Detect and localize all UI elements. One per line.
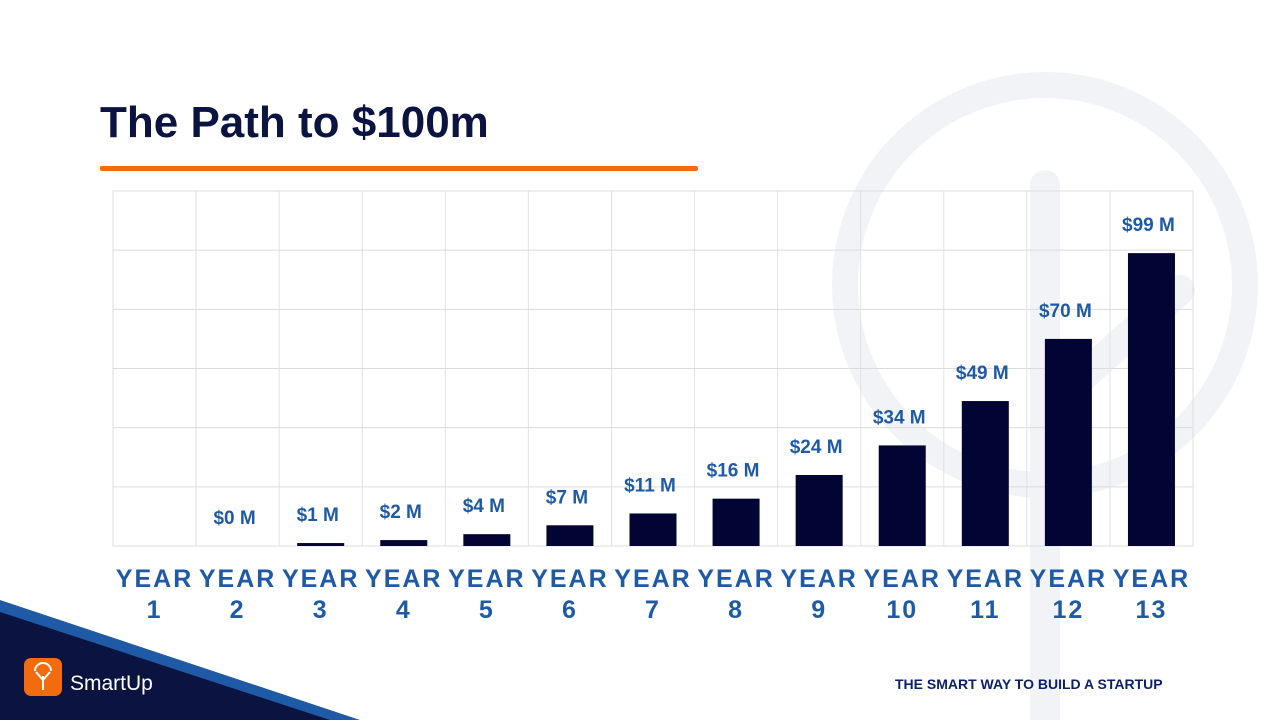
bar: [961, 401, 1009, 546]
bar: [629, 513, 677, 546]
logo-text: SmartUp: [70, 672, 153, 695]
x-tick-label: YEAR 13: [1112, 565, 1191, 624]
value-label: $0 M: [213, 508, 255, 529]
value-label: $49 M: [956, 363, 1009, 384]
value-label: $70 M: [1039, 301, 1092, 322]
x-tick-label: YEAR 10: [863, 565, 941, 624]
bar: [878, 445, 926, 546]
value-label: $4 M: [463, 496, 505, 517]
x-tick-label: YEAR 7: [614, 565, 692, 624]
title-rule: [100, 166, 698, 171]
bar: [463, 534, 511, 546]
value-label: $34 M: [873, 407, 926, 428]
x-tick-label: YEAR 5: [448, 565, 526, 624]
x-tick-label: YEAR 11: [946, 565, 1025, 624]
bar: [1127, 253, 1175, 546]
bar: [712, 498, 760, 546]
bar: [1044, 338, 1092, 546]
value-label: $7 M: [546, 487, 588, 508]
value-label: $1 M: [297, 505, 339, 526]
bar: [546, 525, 594, 546]
value-label: $99 M: [1122, 215, 1175, 236]
x-tick-label: YEAR 6: [531, 565, 609, 624]
x-tick-label: YEAR 4: [365, 565, 443, 624]
x-tick-label: YEAR 3: [281, 565, 360, 624]
tagline: THE SMART WAY TO BUILD A STARTUP: [895, 676, 1163, 692]
value-label: $11 M: [624, 475, 676, 496]
value-label: $2 M: [380, 502, 422, 523]
slide-title: The Path to $100m: [100, 98, 489, 147]
x-tick-label: YEAR 8: [697, 565, 775, 624]
value-label: $24 M: [790, 437, 843, 458]
x-tick-label: YEAR 12: [1029, 565, 1108, 624]
bar: [795, 475, 843, 546]
bar: [380, 540, 428, 546]
bar: [297, 543, 345, 546]
x-tick-label: YEAR 1: [115, 565, 194, 624]
value-label: $16 M: [707, 461, 760, 482]
x-tick-label: YEAR 2: [198, 565, 277, 624]
x-tick-label: YEAR 9: [780, 565, 858, 624]
